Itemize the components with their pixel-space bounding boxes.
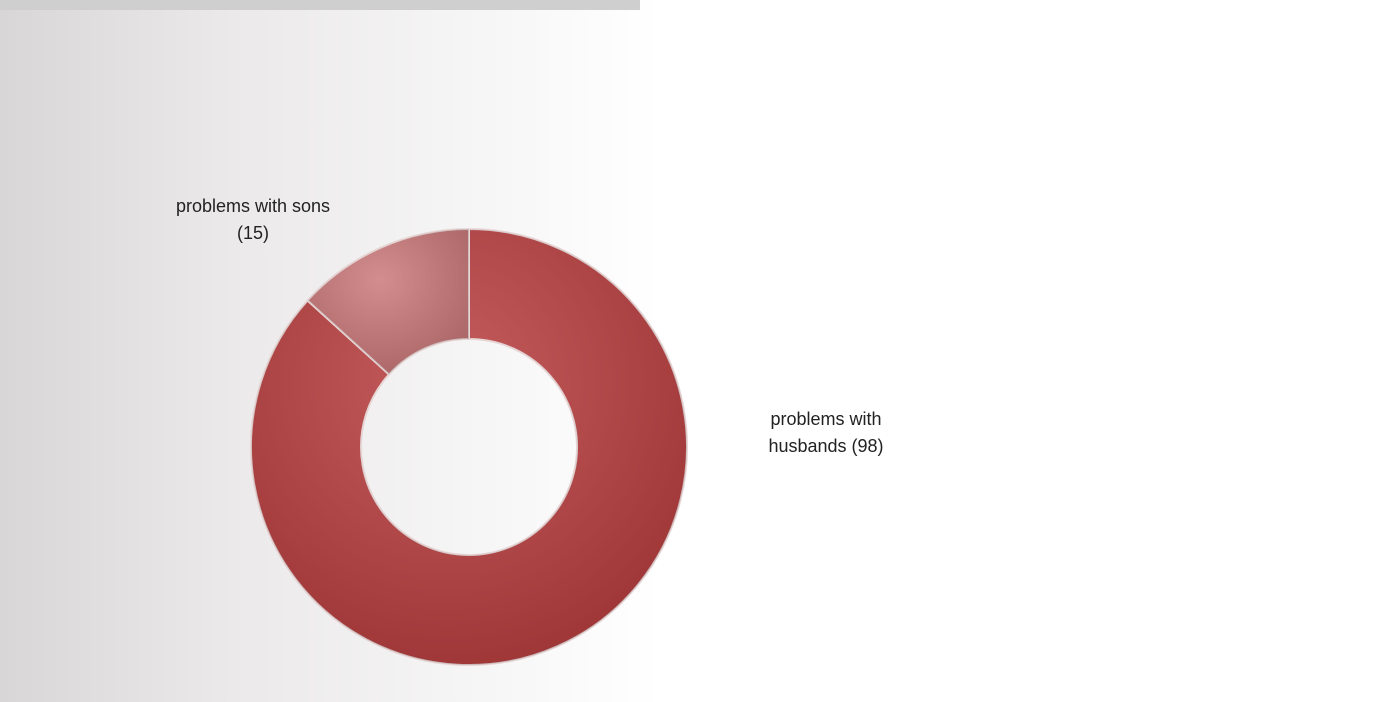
top-strip	[0, 0, 640, 10]
slice-shading	[251, 229, 687, 665]
donut	[250, 227, 688, 666]
data-label: problems with sons (15)	[175, 196, 331, 243]
slice-shading	[307, 229, 469, 375]
data-label: problems with husbands (98)	[768, 409, 884, 456]
